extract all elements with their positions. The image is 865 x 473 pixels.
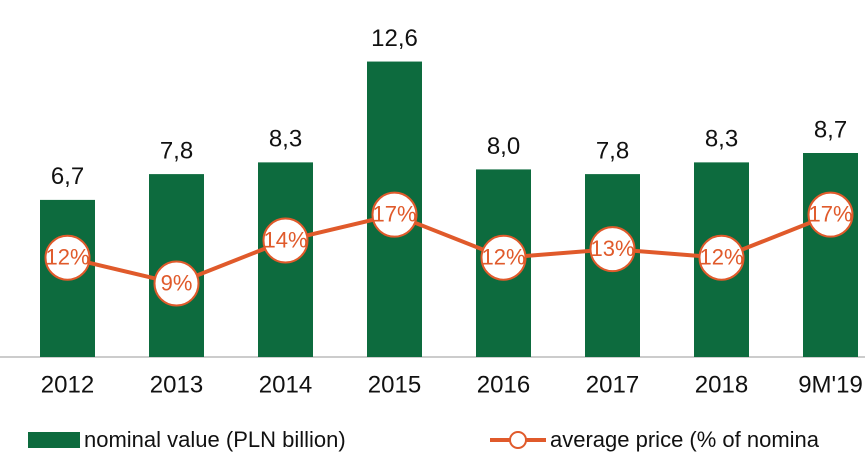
point-label: 13% — [590, 236, 634, 261]
point — [153, 260, 200, 307]
bar-label: 8,7 — [814, 116, 847, 143]
x-tick-label: 9M'19 — [798, 371, 863, 398]
point-label: 14% — [263, 227, 307, 252]
point — [589, 226, 636, 273]
legend-label: nominal value (PLN billion) — [84, 427, 346, 452]
bar-label: 8,0 — [487, 133, 520, 160]
bar-label: 6,7 — [51, 163, 84, 190]
x-tick-label: 2013 — [150, 371, 203, 398]
bar — [803, 153, 858, 357]
x-tick-label: 2017 — [586, 371, 639, 398]
point-label: 12% — [699, 245, 743, 270]
point — [480, 234, 527, 281]
point — [698, 234, 745, 281]
x-tick-label: 2015 — [368, 371, 421, 398]
point — [262, 217, 309, 264]
point — [44, 234, 91, 281]
point-label: 9% — [161, 270, 193, 295]
bar-label: 8,3 — [705, 126, 738, 153]
x-tick-label: 2014 — [259, 371, 312, 398]
legend-label: average price (% of nomina — [550, 427, 820, 452]
point — [807, 191, 854, 238]
legend-marker — [509, 431, 527, 449]
point — [371, 191, 418, 238]
bar-label: 7,8 — [160, 137, 193, 164]
point-label: 17% — [808, 201, 852, 226]
point-label: 12% — [45, 245, 89, 270]
bar-label: 8,3 — [269, 126, 302, 153]
x-tick-label: 2018 — [695, 371, 748, 398]
x-tick-label: 2012 — [41, 371, 94, 398]
bar-label: 12,6 — [371, 25, 418, 52]
x-tick-label: 2016 — [477, 371, 530, 398]
point-label: 12% — [481, 245, 525, 270]
point-label: 17% — [372, 201, 416, 226]
legend-swatch — [28, 432, 80, 448]
bar-label: 7,8 — [596, 137, 629, 164]
